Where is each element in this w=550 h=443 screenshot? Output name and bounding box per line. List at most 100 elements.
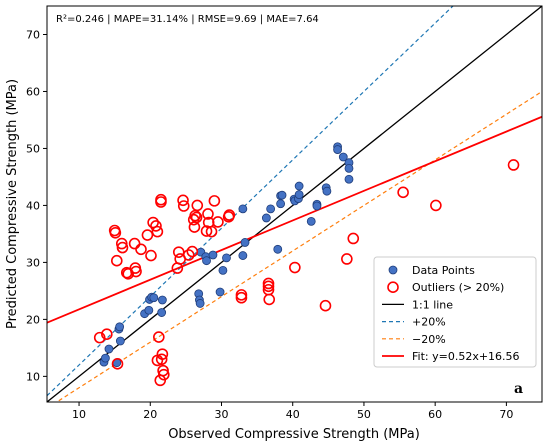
legend-item-fit: Fit: y=0.52x+16.56: [382, 350, 520, 363]
outlier-point: [110, 254, 123, 267]
panel-letter: a: [514, 381, 523, 397]
outlier-point: [153, 331, 165, 343]
outlier-point: [212, 216, 224, 228]
outlier-point: [147, 216, 159, 229]
outlier-point: [155, 196, 167, 208]
plus20-line: [47, 6, 454, 397]
data-point: [306, 216, 316, 226]
outlier-point: [155, 353, 168, 366]
y-tick-label: 50: [26, 142, 40, 155]
outlier-point: [289, 261, 301, 274]
outlier-point: [262, 280, 275, 293]
outlier-point: [341, 253, 353, 265]
legend-label: Fit: y=0.52x+16.56: [412, 350, 520, 363]
data-point: [322, 186, 332, 196]
outlier-point: [101, 328, 113, 340]
data-point: [222, 253, 231, 263]
data-point: [294, 181, 304, 191]
y-tick-label: 40: [26, 199, 40, 212]
data-point: [266, 204, 276, 214]
data-point: [273, 244, 283, 254]
legend-marker-data-points: [388, 265, 398, 275]
x-tick-label: 40: [286, 408, 300, 421]
outlier-point: [157, 364, 169, 377]
outlier-point: [156, 348, 169, 360]
data-point: [202, 256, 211, 266]
data-point: [115, 336, 125, 346]
x-axis-label: Observed Compressive Strength (MPa): [168, 427, 420, 442]
data-point: [312, 201, 322, 211]
outlier-point: [128, 237, 141, 250]
outlier-point: [150, 220, 162, 232]
outlier-point: [507, 159, 520, 171]
outlier-point: [200, 225, 213, 237]
outlier-point: [430, 199, 442, 212]
outlier-point: [135, 243, 147, 256]
outlier-point: [158, 368, 170, 381]
data-point: [333, 145, 342, 154]
data-point: [101, 353, 110, 363]
outlier-point: [190, 211, 203, 224]
x-tick-label: 10: [72, 408, 86, 421]
outlier-point: [235, 291, 248, 304]
y-tick-label: 20: [26, 313, 40, 326]
outlier-point: [186, 245, 199, 258]
outlier-point: [191, 199, 204, 212]
x-tick-label: 50: [357, 408, 371, 421]
scatter-points: [93, 142, 520, 387]
outlier-point: [177, 194, 189, 207]
y-tick-label: 30: [26, 256, 40, 269]
data-point: [115, 322, 125, 332]
fit-line: [47, 115, 542, 324]
plot-frame: [46, 5, 543, 403]
outlier-point: [202, 208, 214, 220]
legend-item-minus20: −20%: [382, 333, 446, 346]
outlier-point: [177, 200, 190, 212]
outlier-point: [319, 299, 332, 312]
x-tick-label: 60: [428, 408, 442, 421]
data-point: [238, 204, 248, 214]
y-tick-label: 70: [26, 28, 40, 41]
outlier-point: [151, 225, 164, 238]
legend-box: [373, 256, 537, 368]
data-point: [240, 238, 250, 247]
outlier-point: [109, 226, 122, 239]
x-tick-label: 20: [143, 408, 157, 421]
data-point: [208, 250, 218, 260]
data-point: [149, 293, 159, 303]
outlier-point: [223, 209, 236, 221]
data-point: [195, 299, 205, 308]
data-point: [144, 305, 154, 315]
data-point: [157, 308, 167, 317]
axis-ticks: 10 20 30 40 50 60 70 10 20 30 40 50 60 70: [26, 28, 513, 421]
data-point: [277, 190, 287, 200]
outlier-point: [182, 249, 195, 261]
data-point: [218, 265, 228, 275]
data-point: [294, 190, 304, 199]
legend-item-data-points: Data Points: [388, 264, 475, 277]
legend-item-outliers: Outliers (> 20%): [387, 281, 504, 294]
data-point: [338, 152, 348, 162]
outlier-point: [93, 331, 106, 344]
data-point: [261, 213, 271, 223]
data-point: [157, 295, 167, 305]
legend-label: +20%: [412, 316, 446, 329]
data-point: [344, 163, 354, 173]
legend-item-plus20: +20%: [382, 316, 446, 329]
outlier-point: [115, 237, 128, 250]
y-tick-label: 10: [26, 370, 40, 383]
data-point: [344, 174, 354, 184]
legend: Data Points Outliers (> 20%) 1:1 line +20% −…: [373, 256, 537, 368]
outlier-point: [122, 267, 134, 280]
outlier-point: [205, 225, 218, 238]
legend-item-one-to-one: 1:1 line: [382, 298, 453, 311]
legend-label: 1:1 line: [412, 298, 453, 311]
legend-label: Outliers (> 20%): [412, 281, 504, 294]
legend-marker-outliers: [387, 281, 399, 294]
outlier-point: [397, 186, 409, 199]
outlier-point: [263, 293, 276, 306]
x-tick-label: 70: [499, 408, 513, 421]
outlier-point: [141, 229, 154, 241]
outlier-point: [208, 195, 221, 207]
